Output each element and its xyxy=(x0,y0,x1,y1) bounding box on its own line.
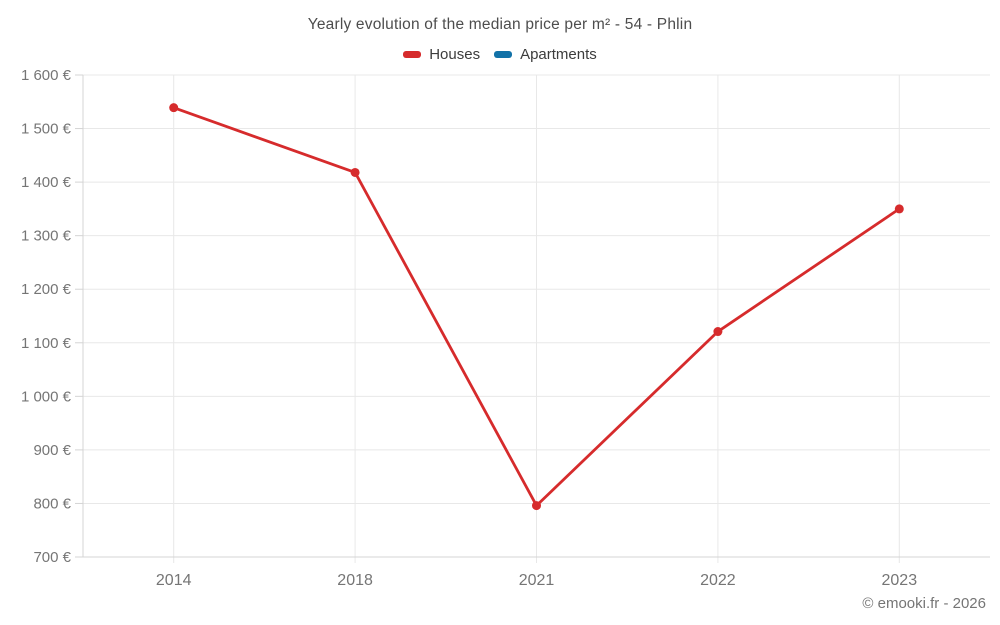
x-tick-label-2021: 2021 xyxy=(519,572,555,589)
y-tick-label-1400: 1 400 € xyxy=(21,174,72,191)
data-point-houses-2023[interactable] xyxy=(894,204,904,214)
data-point-houses-2022[interactable] xyxy=(713,327,723,337)
legend-swatch-apartments-icon xyxy=(494,51,513,58)
x-tick-label-2023: 2023 xyxy=(882,572,918,589)
x-tick-label-2018: 2018 xyxy=(337,572,373,589)
data-point-houses-2014[interactable] xyxy=(169,103,179,113)
legend-item-apartments[interactable]: Apartments xyxy=(494,46,597,63)
y-tick-label-1500: 1 500 € xyxy=(21,121,72,138)
legend-item-houses[interactable]: Houses xyxy=(403,46,480,63)
data-point-houses-2018[interactable] xyxy=(350,167,360,177)
y-tick-label-1100: 1 100 € xyxy=(21,335,72,352)
y-tick-label-1600: 1 600 € xyxy=(21,67,72,84)
y-tick-label-800: 800 € xyxy=(33,495,71,512)
y-tick-label-900: 900 € xyxy=(33,442,71,459)
legend-swatch-houses-icon xyxy=(403,51,422,58)
legend-label-houses: Houses xyxy=(429,46,481,63)
chart-title: Yearly evolution of the median price per… xyxy=(307,16,693,33)
y-tick-label-1000: 1 000 € xyxy=(21,388,72,405)
y-tick-label-1200: 1 200 € xyxy=(21,281,72,298)
legend-label-apartments: Apartments xyxy=(520,46,597,63)
x-tick-label-2022: 2022 xyxy=(700,572,736,589)
data-point-houses-2021[interactable] xyxy=(532,501,541,511)
x-tick-label-2014: 2014 xyxy=(156,572,192,589)
chart-legend: Houses Apartments xyxy=(0,46,1000,63)
y-tick-label-1300: 1 300 € xyxy=(21,228,72,245)
y-tick-label-700: 700 € xyxy=(33,549,71,566)
footer-credit: © emooki.fr - 2026 xyxy=(862,595,986,612)
